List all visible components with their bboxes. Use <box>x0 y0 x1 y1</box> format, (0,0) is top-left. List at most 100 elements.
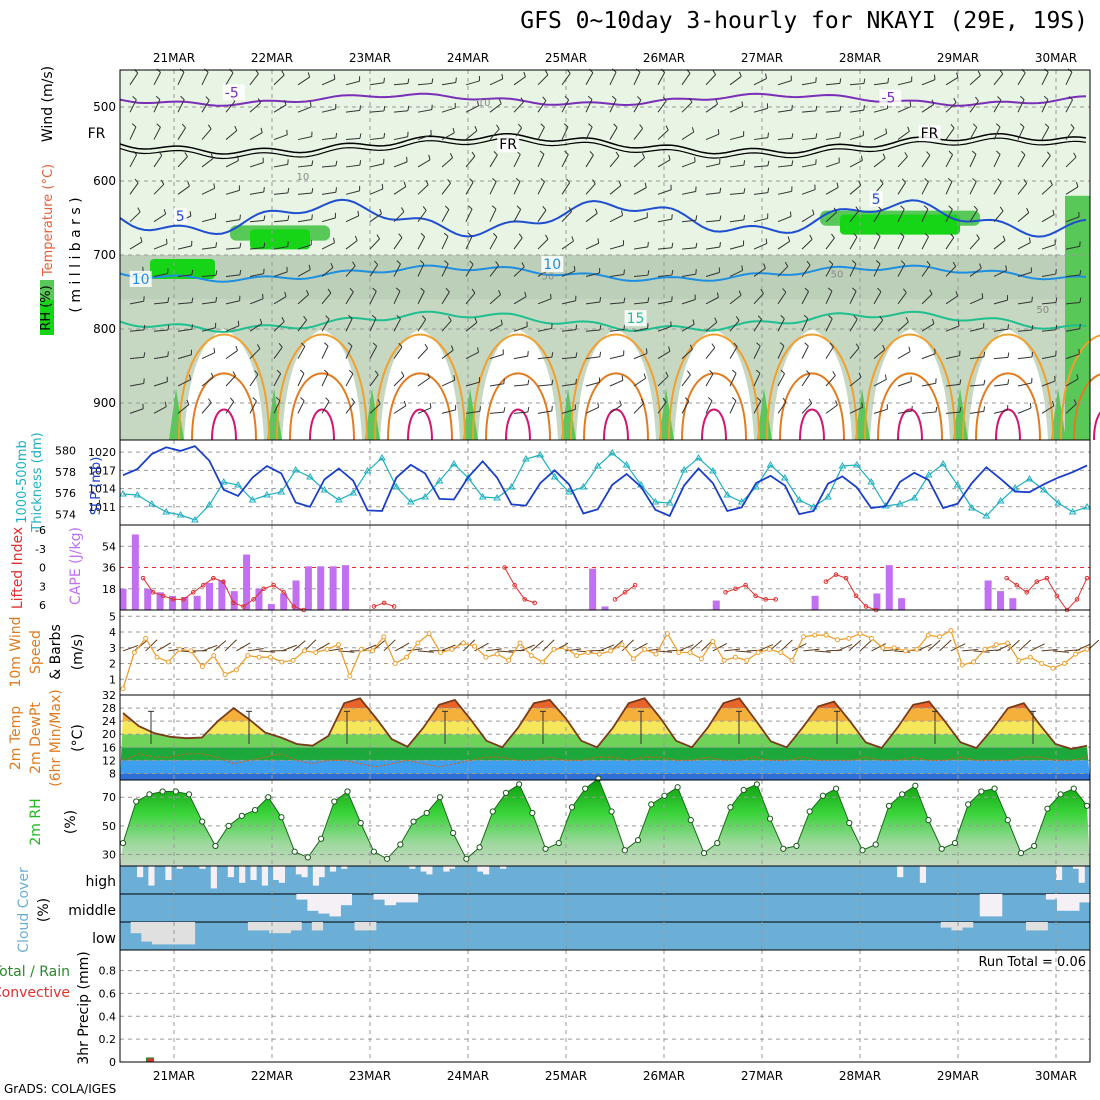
wind-barb-flag <box>885 128 888 134</box>
lifted-index-point <box>863 604 869 609</box>
wind-barb <box>156 642 172 652</box>
wind-barb-flag <box>929 289 933 295</box>
wind-barb <box>321 267 334 277</box>
wind-barb-flag <box>257 344 261 349</box>
wind-barb <box>945 411 960 414</box>
wind-barb <box>655 650 673 653</box>
wind-barb <box>561 154 569 168</box>
rh2m-point <box>687 817 694 824</box>
wind-speed-point <box>517 640 523 646</box>
dry-plume <box>282 329 362 440</box>
lifted-index-point <box>201 582 206 588</box>
contour-label-bg <box>497 136 520 153</box>
cloud-cell <box>443 866 450 872</box>
wind-barb <box>633 128 643 140</box>
cape-bar <box>119 588 127 610</box>
thickness-point <box>680 466 689 473</box>
chart-title: GFS 0~10day 3-hourly for NKAYI (29E, 19S… <box>520 8 1088 34</box>
wind-barb-flag <box>373 260 379 266</box>
wind-barb <box>297 106 312 113</box>
wind-barb <box>945 154 954 168</box>
wind-barb <box>393 186 407 195</box>
thickness-point <box>536 451 545 458</box>
lifted-index-point <box>532 600 538 606</box>
wind-barb-flag <box>263 186 265 193</box>
wind-barb <box>201 246 216 250</box>
wind-speed-point <box>188 648 194 654</box>
rh-contour-label: 50 <box>831 270 844 281</box>
wind-barb-flag <box>884 374 887 380</box>
rh2m-point <box>370 848 378 855</box>
wind-barb-flag <box>287 187 290 194</box>
bottom-date-label: 24MAR <box>447 1069 489 1083</box>
rh2m-point <box>384 855 391 862</box>
wind-barb <box>441 379 455 387</box>
wind-barb-flag <box>743 214 746 220</box>
thickness-point <box>435 477 444 484</box>
thickness-point <box>334 496 343 503</box>
rh2m-point <box>344 788 351 795</box>
wind-barb <box>345 265 356 277</box>
wind-barb-flag <box>767 160 770 166</box>
cape-bar <box>131 534 139 610</box>
wind-barb-flag <box>615 151 620 157</box>
wind-barb <box>801 110 816 113</box>
wind-barb <box>705 133 720 141</box>
wind-barb-flag <box>719 241 721 248</box>
wind-barb <box>993 356 1008 360</box>
contour-label: 10 <box>543 257 561 273</box>
wind-barb <box>1017 154 1026 168</box>
slp-line <box>122 445 1088 518</box>
wind-barb-flag <box>815 133 818 139</box>
wind-barb <box>489 208 497 222</box>
wind-barb <box>1065 328 1080 332</box>
wind-barb-flag <box>335 160 338 166</box>
wind-barb-flag <box>997 178 1002 183</box>
wind-barb <box>777 80 792 86</box>
wind-speed-point <box>460 640 466 646</box>
temp-contour-25 <box>485 372 551 441</box>
wind-barb-flag <box>953 97 957 103</box>
wind-barb <box>993 383 1008 387</box>
thickness-point <box>824 493 832 500</box>
rh2m-point <box>700 850 708 857</box>
wind-barb-flag <box>333 74 336 80</box>
wind-barb-flag <box>398 233 403 238</box>
cloud-cell <box>1072 866 1080 869</box>
wind-barb <box>225 401 235 414</box>
wind-speed-point <box>585 650 591 655</box>
wind-barb <box>753 107 768 113</box>
wind-barb <box>729 294 742 305</box>
wind-barb-flag <box>619 400 622 406</box>
wind-barb <box>513 101 524 113</box>
wind-barb <box>153 72 161 86</box>
wind-barb <box>945 209 953 222</box>
wind-barb-flag <box>1019 123 1025 128</box>
wind-barb-flag <box>839 105 842 111</box>
lifted-index-point <box>261 586 266 592</box>
wind-barb-flag <box>191 269 194 275</box>
wind-barb-flag <box>260 127 263 133</box>
wind-speed-point <box>415 640 421 646</box>
contour-label: -5 <box>881 91 895 107</box>
wind-barb-flag <box>863 105 865 111</box>
wind-barb <box>417 319 427 332</box>
wind-barb <box>145 639 158 652</box>
cape-bar <box>317 566 325 610</box>
wind-barb-flag <box>1026 207 1030 213</box>
wind-barb <box>1041 99 1049 113</box>
wind-barb-flag <box>695 215 698 221</box>
wind-barb <box>969 384 984 387</box>
wind-barb <box>633 157 645 168</box>
wind-barb-flag <box>181 123 186 129</box>
wind-speed-point <box>698 656 704 662</box>
wind-barb <box>530 640 544 652</box>
wind-barb-flag <box>691 127 695 133</box>
wind-barb-flag <box>427 373 430 379</box>
wind-barb <box>873 82 888 86</box>
wind-barb <box>729 346 738 359</box>
cloud-cell <box>426 866 433 875</box>
wind-barb <box>735 650 752 653</box>
wind-speed-point <box>971 659 977 665</box>
